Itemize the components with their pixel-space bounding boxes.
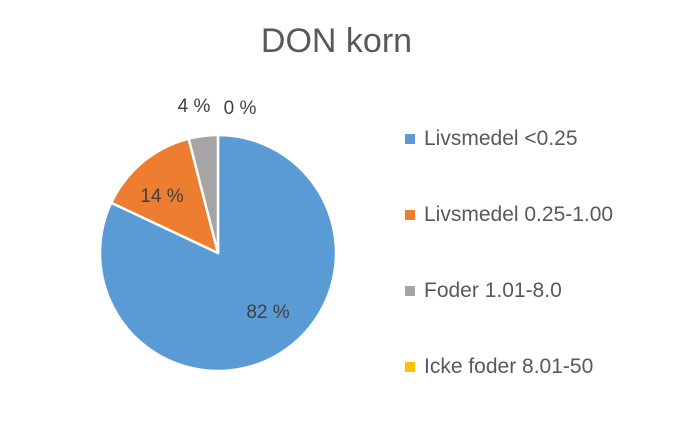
pie-slice-livsmedel-0-25: [98, 133, 338, 373]
legend-swatch: [405, 286, 415, 296]
legend-item-icke-foder: Icke foder 8.01-50: [405, 352, 613, 382]
data-label-livsmedel-0-25-1-00: 14 %: [140, 186, 183, 207]
legend-label: Livsmedel 0.25-1.00: [424, 203, 614, 226]
data-label-livsmedel-0-25: 82 %: [246, 302, 289, 323]
legend-swatch: [405, 210, 415, 220]
data-label-icke-foder-8-01-50: 0 %: [224, 98, 257, 119]
legend-label: Foder 1.01-8.0: [424, 279, 562, 302]
legend-item-livsmedel-low: Livsmedel <0.25: [405, 124, 613, 154]
pie-slice-livsmedel-0-25-1-00: [109, 137, 220, 255]
legend-swatch: [405, 362, 415, 372]
legend-item-foder: Foder 1.01-8.0: [405, 276, 613, 306]
chart-title: DON korn: [260, 22, 413, 60]
legend-swatch: [405, 134, 415, 144]
legend-label: Livsmedel <0.25: [424, 127, 578, 150]
legend-item-livsmedel-mid: Livsmedel 0.25-1.00: [405, 200, 613, 230]
pie-slice-foder-1-01-8-0: [187, 133, 220, 255]
legend-label: Icke foder 8.01-50: [424, 355, 594, 378]
data-label-foder-1-01-8-0: 4 %: [178, 96, 211, 117]
legend: Livsmedel <0.25 Livsmedel 0.25-1.00 Fode…: [405, 124, 613, 428]
